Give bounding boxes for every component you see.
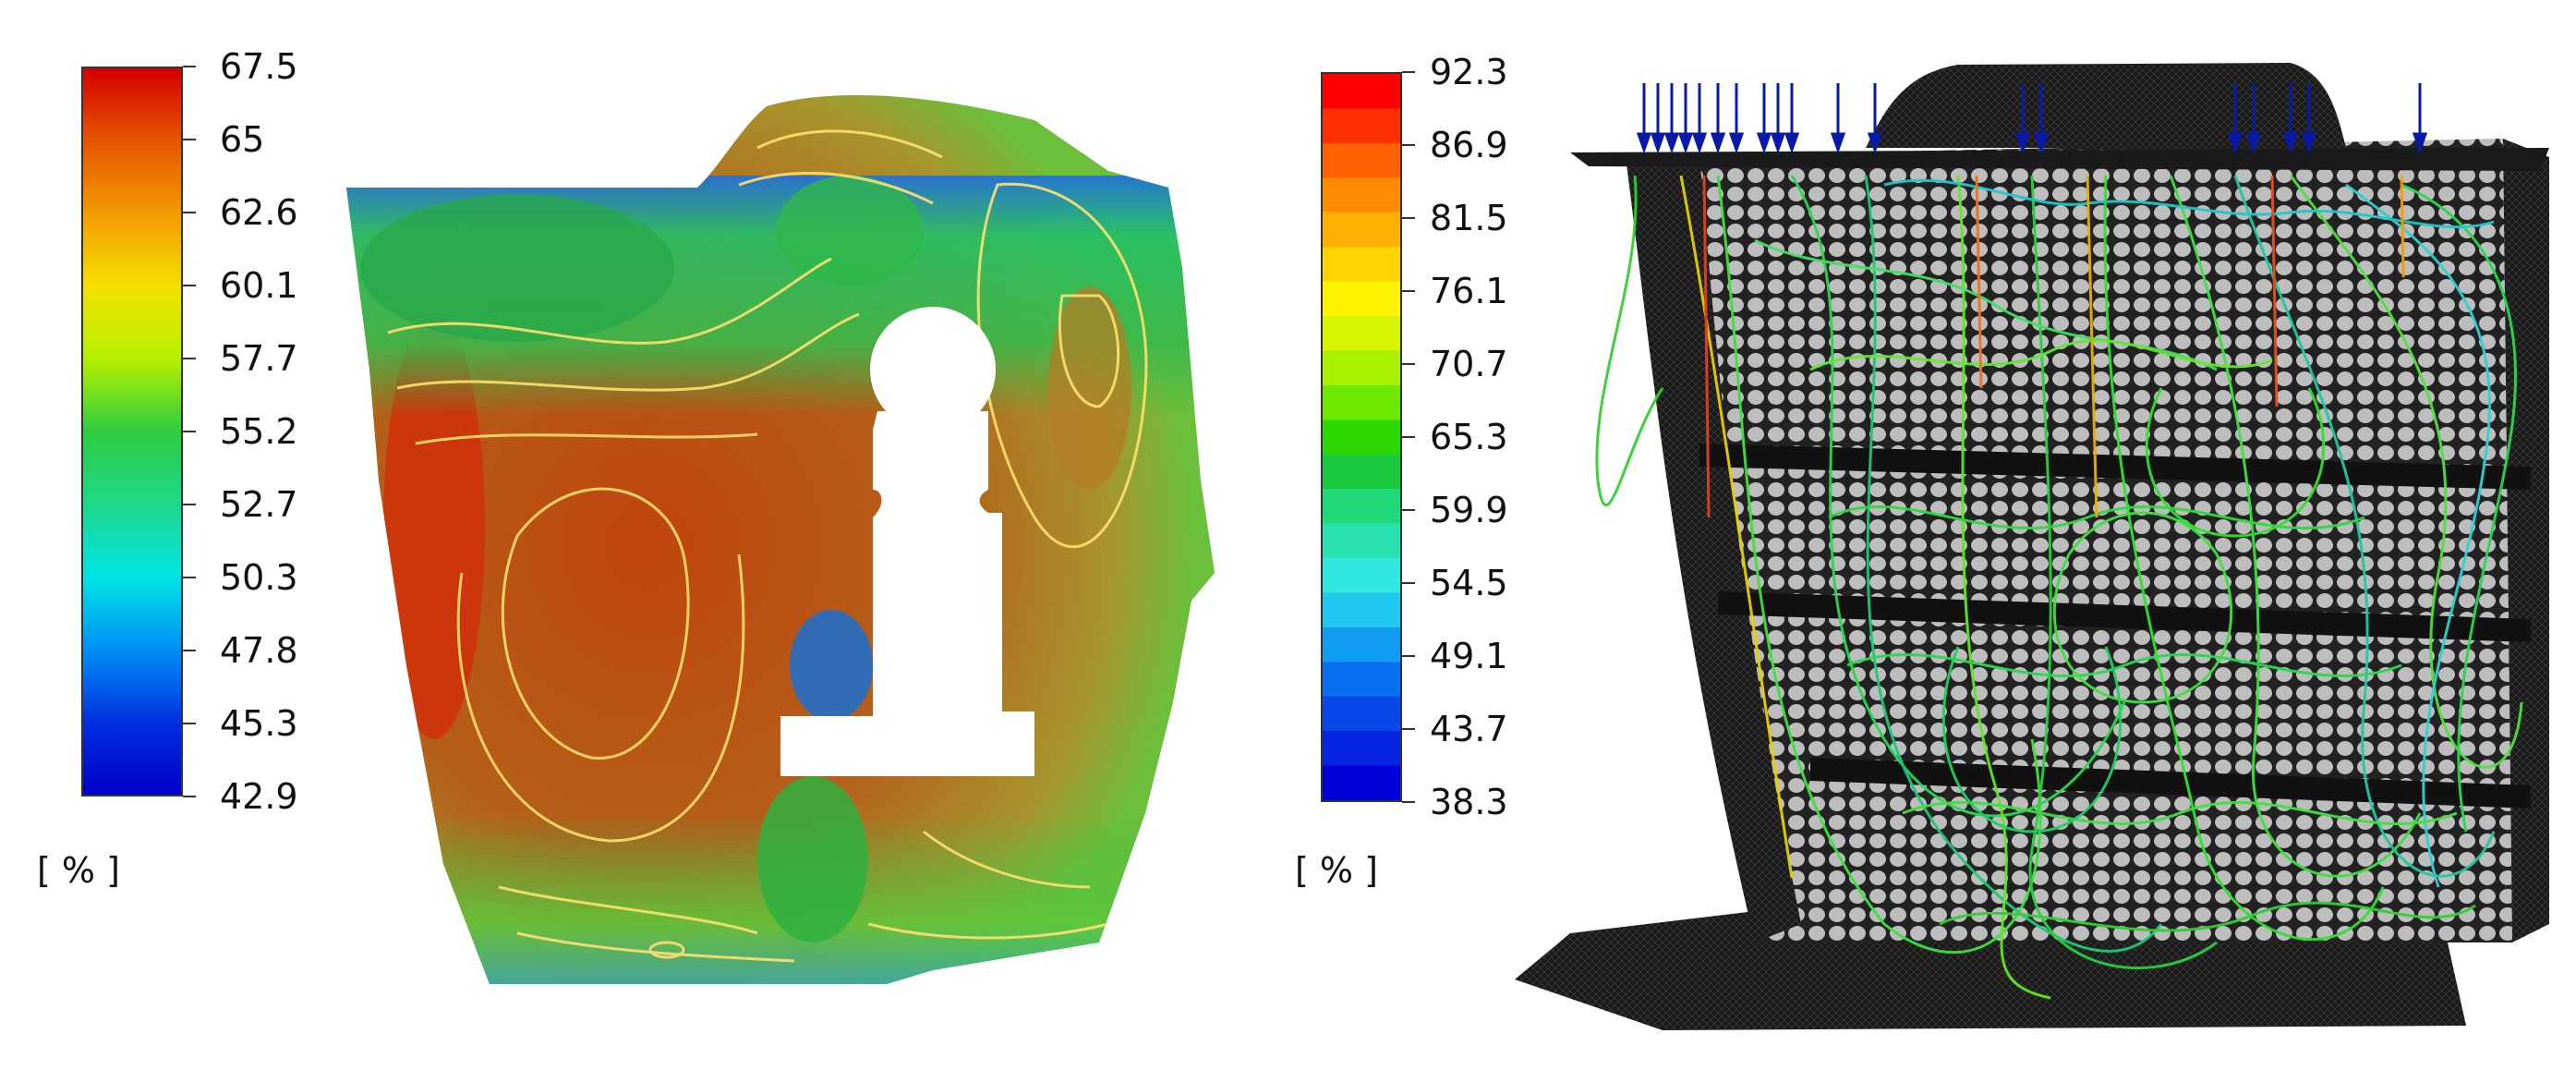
left-colorbar-tick: [183, 431, 196, 432]
inlet-arrow-head: [2227, 132, 2243, 154]
left-colorbar-tick-label: 60.1: [220, 265, 298, 306]
inlet-arrow-head: [2301, 132, 2317, 154]
right-colorbar-tick-label: 59.9: [1430, 490, 1508, 530]
right-colorbar-tick-label: 81.5: [1430, 198, 1508, 238]
right-colorbar-unit: [ % ]: [1295, 850, 1378, 891]
inlet-arrow-head: [1710, 132, 1726, 154]
inlet-arrow-head: [1636, 132, 1652, 154]
inlet-arrow-head: [1677, 132, 1694, 154]
right-colorbar: [1321, 72, 1402, 802]
inlet-arrow-head: [1756, 132, 1772, 154]
left-colorbar-tick: [183, 796, 196, 797]
left-colorbar-unit: [ % ]: [37, 850, 120, 891]
inlet-arrow-head: [1691, 132, 1708, 154]
right-colorbar-tick-label: 38.3: [1430, 782, 1508, 822]
left-colorbar: [81, 67, 183, 796]
right-colorbar-tick: [1402, 582, 1415, 584]
right-colorbar-tick: [1402, 509, 1415, 511]
right-colorbar-tick-label: 65.3: [1430, 417, 1508, 457]
inlet-arrow-head: [1770, 132, 1786, 154]
left-colorbar-tick-label: 62.6: [220, 192, 298, 233]
inlet-arrows: [1636, 83, 2428, 154]
streamlines: [1595, 175, 2523, 1000]
right-colorbar-tick-label: 86.9: [1430, 125, 1508, 165]
right-colorbar-tick: [1402, 728, 1415, 730]
inlet-arrow-head: [1663, 132, 1680, 154]
inlet-arrow-head: [1784, 132, 1800, 154]
left-panel: 67.5 65 62.6 60.1 57.7 55.2 52.7 50.3 47.8 45.3 42…: [0, 0, 1238, 1070]
right-colorbar-tick: [1402, 290, 1415, 292]
inlet-arrow-head: [2014, 132, 2031, 154]
right-colorbar-tick-label: 54.5: [1430, 563, 1508, 603]
right-colorbar-tick-label: 43.7: [1430, 709, 1508, 749]
left-colorbar-tick: [183, 723, 196, 724]
left-colorbar-tick-label: 47.8: [220, 630, 298, 671]
left-colorbar-tick: [183, 358, 196, 359]
left-colorbar-tick: [183, 504, 196, 505]
left-colorbar-tick: [183, 139, 196, 140]
left-colorbar-tick: [183, 212, 196, 213]
left-colorbar-tick-label: 67.5: [220, 46, 298, 87]
left-colorbar-tick-label: 57.7: [220, 338, 298, 379]
inlet-arrow-head: [1867, 132, 1883, 154]
inlet-arrow-head: [2412, 132, 2428, 154]
right-colorbar-tick-label: 92.3: [1430, 52, 1508, 92]
left-colorbar-tick: [183, 650, 196, 651]
contour-map: [346, 95, 1215, 984]
right-colorbar-tick: [1402, 144, 1415, 146]
inlet-arrow-head: [1830, 132, 1846, 154]
inlet-arrow-head: [2282, 132, 2299, 154]
inlet-arrow-head: [2245, 132, 2262, 154]
streamline-model: [1515, 63, 2549, 1030]
cutout: [780, 307, 1034, 776]
inlet-arrow-head: [1650, 132, 1666, 154]
left-colorbar-tick-label: 65: [220, 119, 265, 160]
right-colorbar-tick: [1402, 217, 1415, 219]
right-panel: 92.3 86.9 81.5 76.1 70.7 65.3 59.9 54.5 49.1 43.7…: [1238, 0, 2576, 1070]
left-colorbar-tick-label: 55.2: [220, 411, 298, 452]
right-colorbar-tick-label: 49.1: [1430, 636, 1508, 676]
right-colorbar-tick-label: 70.7: [1430, 344, 1508, 384]
right-colorbar-tick: [1402, 363, 1415, 365]
inlet-arrow-head: [1728, 132, 1745, 154]
left-colorbar-tick: [183, 285, 196, 286]
left-colorbar-tick-label: 42.9: [220, 776, 298, 817]
right-colorbar-tick: [1402, 71, 1415, 73]
left-colorbar-tick: [183, 66, 196, 67]
right-colorbar-tick: [1402, 436, 1415, 438]
right-colorbar-tick: [1402, 801, 1415, 803]
right-colorbar-tick: [1402, 655, 1415, 657]
left-colorbar-tick: [183, 577, 196, 578]
left-colorbar-tick-label: 52.7: [220, 484, 298, 525]
inlet-arrow-head: [2033, 132, 2050, 154]
left-colorbar-tick-label: 50.3: [220, 557, 298, 598]
right-colorbar-tick-label: 76.1: [1430, 271, 1508, 311]
left-colorbar-tick-label: 45.3: [220, 703, 298, 744]
